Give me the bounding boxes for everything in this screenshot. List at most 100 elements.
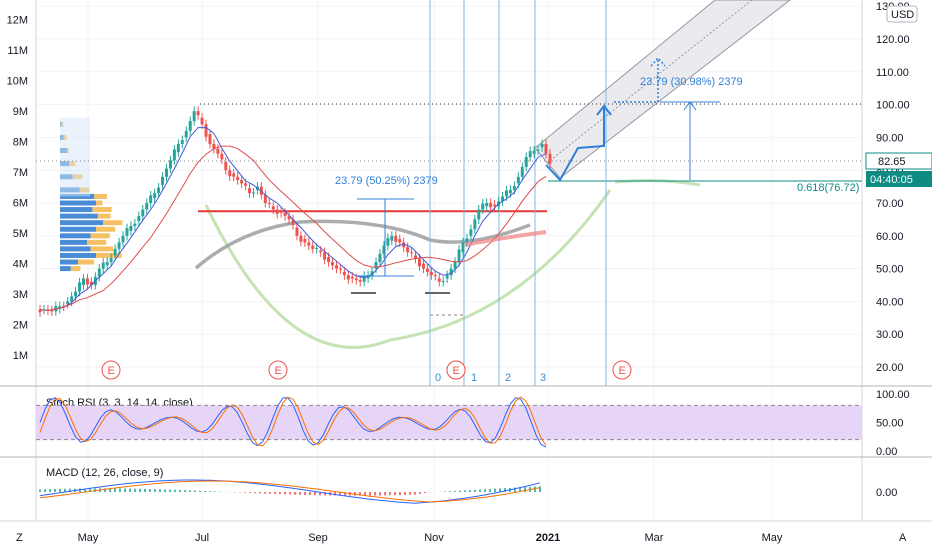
candle-63-0 <box>536 149 540 151</box>
macd-hist-71 <box>394 492 396 496</box>
candle-20-1 <box>200 117 204 125</box>
volume-tick-7: 8M <box>13 137 28 149</box>
macd-hist-67 <box>374 492 376 496</box>
candle-64-0 <box>544 143 548 154</box>
macd-hist-96 <box>519 487 521 492</box>
candle-24-0 <box>228 170 232 177</box>
macd-signal <box>39 480 541 503</box>
candle-6-1 <box>89 281 93 285</box>
macd-hist-55 <box>314 492 316 496</box>
candle-35-1 <box>319 250 323 253</box>
candle-38-1 <box>342 271 346 276</box>
macd-hist-53 <box>304 492 306 495</box>
candle-19-1 <box>192 111 196 121</box>
candle-57-0 <box>489 203 493 208</box>
volume-tick-0: 1M <box>13 350 28 362</box>
macd-hist-86 <box>469 490 471 492</box>
macd-hist-3 <box>54 488 56 492</box>
price-axis[interactable]: 130.00120.00110.00100.0090.0080.0070.006… <box>876 1 910 374</box>
time-tick-1: Jul <box>195 532 209 544</box>
macd-hist-97 <box>524 487 526 492</box>
axis-button-right[interactable]: A <box>899 532 907 544</box>
currency-tag[interactable] <box>886 5 918 23</box>
macd-hist-54 <box>309 492 311 496</box>
candle-42-0 <box>370 271 374 276</box>
candle-64-1 <box>548 153 552 164</box>
macd-hist-29 <box>184 490 186 492</box>
macd-hist-24 <box>159 489 161 492</box>
vp-up-15 <box>60 252 96 258</box>
macd-hist-28 <box>179 489 181 492</box>
candle-16-1 <box>168 160 172 169</box>
axis-button-left[interactable]: Z <box>16 532 23 544</box>
stoch-tick-2: 0.00 <box>876 446 897 458</box>
macd-hist-77 <box>424 492 426 494</box>
candle-15-1 <box>161 176 165 185</box>
stoch-tick-0: 100.00 <box>876 389 910 401</box>
stoch-band <box>36 405 862 440</box>
candle-34-1 <box>311 245 315 249</box>
macd-hist-4 <box>59 488 61 492</box>
candle-22-0 <box>212 143 216 149</box>
stoch-rsi-pane: 100.00 50.00 0.00 <box>36 389 910 458</box>
time-tick-3: Nov <box>424 532 444 544</box>
candle-51-1 <box>445 275 449 279</box>
macd-hist-41 <box>244 492 246 493</box>
macd-hist-81 <box>444 491 446 492</box>
candle-23-0 <box>220 153 224 160</box>
macd-hist-47 <box>274 492 276 494</box>
earnings-circle-0 <box>101 360 121 380</box>
candle-55-0 <box>473 219 477 230</box>
time-axis[interactable]: May Jul Sep Nov 2021 Mar May <box>78 532 783 544</box>
candle-4-1 <box>74 291 78 297</box>
macd-hist-68 <box>379 492 381 496</box>
candle-14-0 <box>149 195 153 203</box>
time-tick-6: May <box>762 532 783 544</box>
macd-hist-75 <box>414 492 416 495</box>
ma-slow <box>39 145 547 311</box>
candle-5-0 <box>78 282 82 292</box>
candle-61-1 <box>524 157 528 167</box>
candle-62-1 <box>532 150 536 154</box>
macd-hist-32 <box>199 490 201 492</box>
price-tick-7: 60.00 <box>876 231 904 243</box>
candle-45-1 <box>398 239 402 243</box>
vp-down-7 <box>96 200 103 206</box>
candle-46-1 <box>406 247 410 253</box>
candle-28-1 <box>263 194 267 203</box>
volume-tick-9: 10M <box>7 76 28 88</box>
macd-title: MACD (12, 26, close, 9) <box>46 467 163 479</box>
earnings-letter-1: E <box>275 365 282 377</box>
vp-down-6 <box>94 193 107 199</box>
candle-27-0 <box>251 192 255 194</box>
macd-hist-93 <box>504 488 506 492</box>
volume-tick-4: 5M <box>13 228 28 240</box>
macd-hist-87 <box>474 489 476 492</box>
candle-37-1 <box>334 265 338 269</box>
macd-hist-50 <box>289 492 291 495</box>
candle-8-0 <box>101 262 105 269</box>
price-tick-1: 120.00 <box>876 34 910 46</box>
candle-4-0 <box>70 296 74 302</box>
time-tick-5: Mar <box>645 532 664 544</box>
candle-54-1 <box>469 229 473 236</box>
candle-43-0 <box>378 253 382 263</box>
drawings <box>357 56 720 277</box>
volume-tick-2: 3M <box>13 289 28 301</box>
candle-47-0 <box>410 252 414 254</box>
candle-41-1 <box>366 275 370 279</box>
candle-31-1 <box>287 216 291 220</box>
macd-hist-73 <box>404 492 406 495</box>
candle-7-1 <box>97 268 101 277</box>
cycle-label-3: 3 <box>540 372 546 384</box>
candle-25-0 <box>236 176 240 181</box>
vp-up-17 <box>60 266 71 272</box>
volume-tick-5: 6M <box>13 198 28 210</box>
candle-33-0 <box>299 235 303 242</box>
candle-13-0 <box>141 209 145 217</box>
candle-58-1 <box>501 196 505 202</box>
macd-hist-43 <box>254 492 256 494</box>
candle-26-0 <box>244 183 248 186</box>
candle-48-0 <box>418 258 421 267</box>
